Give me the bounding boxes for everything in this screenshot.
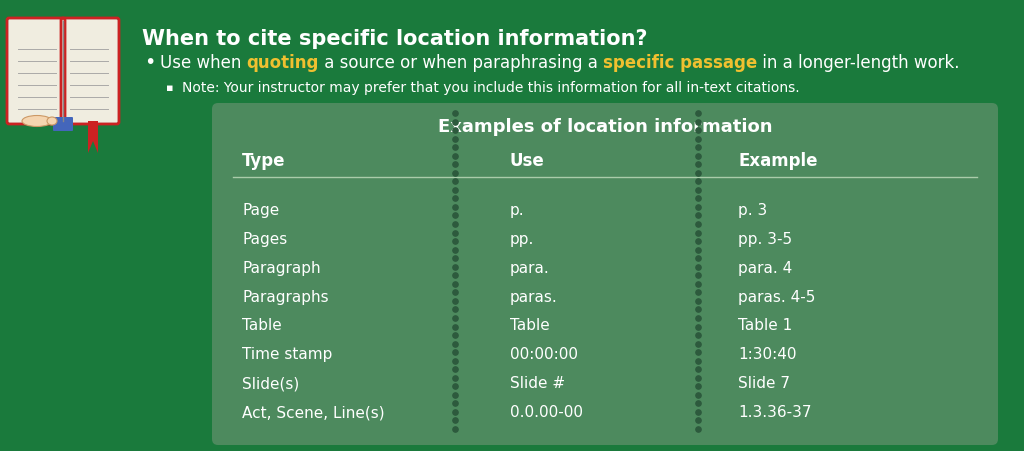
Text: Table 1: Table 1	[738, 318, 793, 333]
Text: pp. 3-5: pp. 3-5	[738, 232, 793, 247]
Text: Slide 7: Slide 7	[738, 376, 790, 391]
Text: p.: p.	[510, 203, 524, 218]
Text: Slide(s): Slide(s)	[242, 376, 299, 391]
Text: Note: Your instructor may prefer that you include this information for all in-te: Note: Your instructor may prefer that yo…	[182, 81, 800, 95]
Polygon shape	[88, 121, 98, 153]
Text: 0.0.00-00: 0.0.00-00	[510, 405, 583, 420]
Text: Paragraph: Paragraph	[242, 261, 321, 276]
Text: Slide #: Slide #	[510, 376, 565, 391]
Text: Act, Scene, Line(s): Act, Scene, Line(s)	[242, 405, 385, 420]
Text: When to cite specific location information?: When to cite specific location informati…	[142, 29, 647, 49]
Text: Table: Table	[510, 318, 550, 333]
Text: Use: Use	[510, 152, 545, 170]
Ellipse shape	[22, 115, 52, 126]
Text: Time stamp: Time stamp	[242, 347, 333, 362]
Text: 00:00:00: 00:00:00	[510, 347, 578, 362]
Text: Page: Page	[242, 203, 280, 218]
Text: a source or when paraphrasing a: a source or when paraphrasing a	[319, 54, 603, 72]
Text: quoting: quoting	[247, 54, 319, 72]
FancyBboxPatch shape	[8, 19, 63, 123]
FancyBboxPatch shape	[212, 103, 998, 445]
Text: Paragraphs: Paragraphs	[242, 290, 329, 304]
Text: para.: para.	[510, 261, 550, 276]
Text: Type: Type	[242, 152, 286, 170]
Text: specific passage: specific passage	[603, 54, 758, 72]
Text: •: •	[144, 54, 156, 73]
Text: in a longer-length work.: in a longer-length work.	[758, 54, 959, 72]
Ellipse shape	[47, 117, 57, 125]
Text: Pages: Pages	[242, 232, 288, 247]
Text: p. 3: p. 3	[738, 203, 767, 218]
Text: Use when: Use when	[160, 54, 247, 72]
FancyBboxPatch shape	[53, 117, 73, 131]
Text: ▪: ▪	[166, 83, 173, 93]
Text: para. 4: para. 4	[738, 261, 793, 276]
Text: pp.: pp.	[510, 232, 535, 247]
Text: Example: Example	[738, 152, 817, 170]
Text: paras.: paras.	[510, 290, 558, 304]
Text: paras. 4-5: paras. 4-5	[738, 290, 815, 304]
FancyBboxPatch shape	[62, 19, 118, 123]
Text: 1:30:40: 1:30:40	[738, 347, 797, 362]
Text: Examples of location information: Examples of location information	[437, 118, 772, 136]
Text: Table: Table	[242, 318, 282, 333]
Text: 1.3.36-37: 1.3.36-37	[738, 405, 811, 420]
